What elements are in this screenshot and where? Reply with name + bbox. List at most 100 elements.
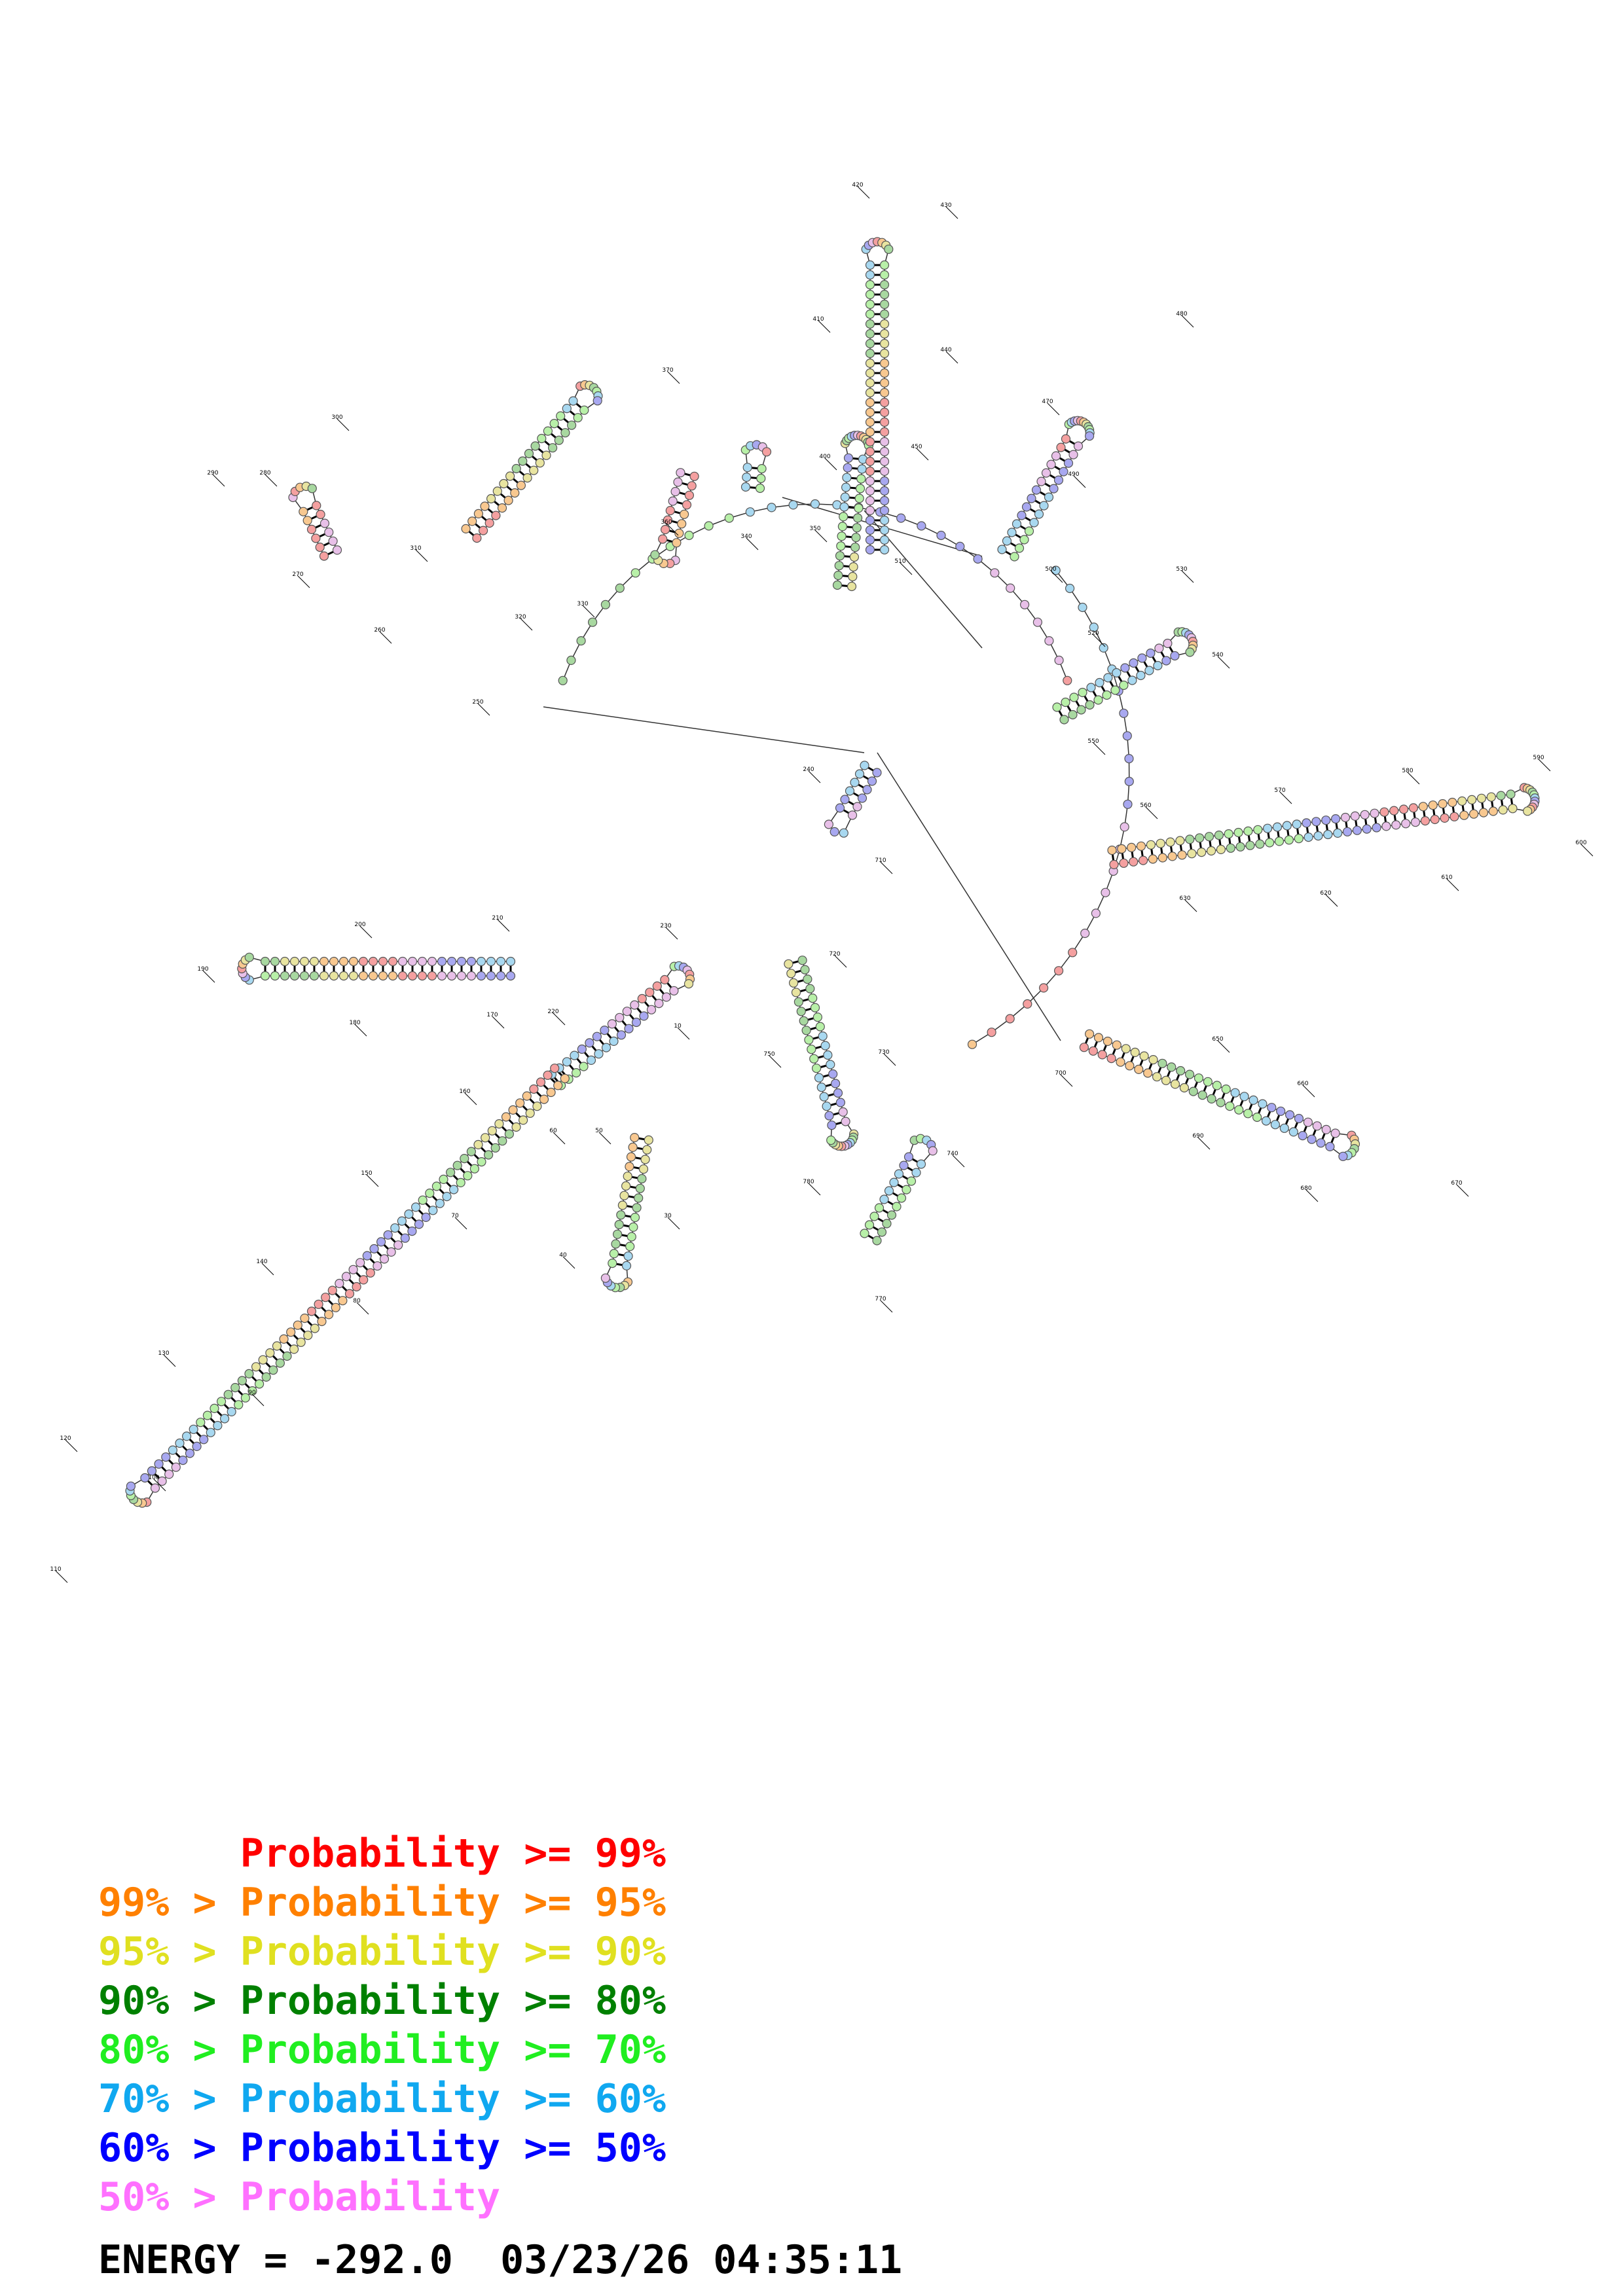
nucleotide-721: [303, 1331, 313, 1340]
position-label: 620: [1320, 890, 1331, 897]
nucleotide-20: [917, 521, 926, 531]
label-leader: [818, 320, 831, 333]
nucleotide-697: [469, 1164, 480, 1174]
nucleotide-520: [903, 1152, 914, 1162]
nucleotide-304: [1333, 828, 1343, 838]
nucleotide-10: [704, 521, 714, 531]
nucleotide-422: [1249, 1095, 1258, 1105]
nucleotide-513: [869, 1211, 879, 1221]
nucleotide-709: [386, 1247, 396, 1257]
nucleotide-671: [223, 1390, 233, 1399]
nucleotide-327: [1146, 840, 1156, 850]
position-label: 350: [809, 526, 820, 532]
nucleotide-470: [824, 1111, 834, 1121]
nucleotide-411: [1148, 1054, 1158, 1065]
position-label: 280: [259, 470, 270, 476]
nucleotide-791: [663, 515, 673, 525]
nucleotide-476: [808, 993, 818, 1003]
position-label: 780: [803, 1179, 814, 1185]
nucleotide-425: [1276, 1106, 1286, 1116]
nucleotide-707: [400, 1233, 410, 1243]
legend-item-below-50: 50% > Probability: [98, 2174, 501, 2220]
nucleotide-166: [879, 270, 890, 280]
nucleotide-102: [849, 552, 860, 562]
nucleotide-105: [852, 523, 862, 533]
nucleotide-181: [865, 417, 875, 427]
base-pairs: [144, 264, 1514, 1489]
nucleotide-156: [879, 368, 890, 378]
nucleotide-331: [1185, 834, 1195, 844]
nucleotide-110: [856, 474, 866, 484]
nucleotide-696: [477, 1157, 486, 1167]
nucleotide-67: [541, 450, 551, 460]
nucleotide-2: [576, 636, 586, 646]
nucleotide-824: [319, 551, 329, 561]
nucleotide-51: [1038, 983, 1049, 993]
label-leader: [666, 523, 679, 536]
nucleotide-642: [425, 1188, 435, 1198]
nucleotide-680: [161, 1452, 171, 1462]
nucleotide-49: [1068, 948, 1078, 958]
nucleotide-145: [879, 476, 890, 486]
nucleotide-385: [1161, 1075, 1171, 1085]
nucleotide-724: [282, 1351, 292, 1361]
nucleotide-158: [879, 348, 890, 359]
nucleotide-117: [836, 541, 846, 551]
nucleotide-243: [1084, 431, 1095, 441]
nucleotide-280: [1185, 647, 1195, 657]
nucleotide-706: [407, 1226, 417, 1236]
label-leader: [477, 703, 490, 716]
nucleotide-777: [623, 1251, 633, 1261]
nucleotide-793: [658, 534, 668, 544]
nucleotide-666: [258, 1355, 268, 1365]
nucleotide-723: [289, 1344, 299, 1354]
position-label: 110: [50, 1566, 61, 1573]
nucleotide-208: [1024, 526, 1034, 536]
position-label: 170: [486, 1012, 498, 1018]
nucleotide-339: [1262, 823, 1273, 833]
nucleotide-27: [1032, 617, 1043, 627]
nucleotide-286: [1158, 853, 1167, 863]
nucleotide-75: [467, 516, 477, 526]
nucleotide-196: [865, 270, 875, 280]
nucleotide-819: [328, 536, 338, 546]
nucleotide-173: [865, 495, 875, 506]
nucleotide-343: [1302, 818, 1311, 828]
nucleotide-384: [1152, 1072, 1162, 1082]
nucleotide-483: [826, 1060, 835, 1069]
nucleotide-530: [586, 1055, 596, 1066]
nucleotide-481: [820, 1041, 830, 1050]
nucleotide-379: [1106, 1053, 1116, 1064]
nucleotide-478: [812, 1012, 823, 1022]
nucleotide-431: [1330, 1128, 1340, 1138]
nucleotide-122: [840, 492, 850, 502]
position-label: 340: [740, 533, 752, 540]
nucleotide-215: [1059, 467, 1068, 476]
nucleotide-429: [1312, 1121, 1322, 1131]
label-leader: [454, 1217, 467, 1230]
label-leader: [1217, 656, 1230, 669]
nucleotide-580: [358, 956, 369, 967]
nucleotide-188: [865, 348, 875, 359]
nucleotide-588: [280, 956, 290, 967]
nucleotide-225: [1027, 493, 1036, 503]
legend-item-70: 80% > Probability >= 70%: [98, 2027, 666, 2073]
nucleotide-738: [185, 1448, 195, 1458]
nucleotide-223: [1017, 511, 1027, 520]
nucleotide-811: [742, 472, 752, 482]
nucleotide-98: [593, 396, 602, 406]
nucleotide-86: [537, 433, 547, 444]
nucleotide-730: [240, 1393, 250, 1403]
nucleotide-742: [157, 1476, 167, 1486]
nucleotide-825: [315, 542, 325, 552]
position-label: 750: [763, 1051, 775, 1058]
nucleotide-461: [801, 1026, 811, 1035]
nucleotide-800: [674, 528, 684, 538]
nucleotide-216: [1063, 458, 1074, 468]
nucleotide-362: [1486, 792, 1496, 802]
position-label: 570: [1274, 787, 1285, 794]
nucleotide-305: [1342, 827, 1353, 836]
position-label: 630: [1179, 895, 1190, 902]
nucleotide-718: [324, 1310, 334, 1319]
nucleotide-592: [496, 971, 506, 981]
